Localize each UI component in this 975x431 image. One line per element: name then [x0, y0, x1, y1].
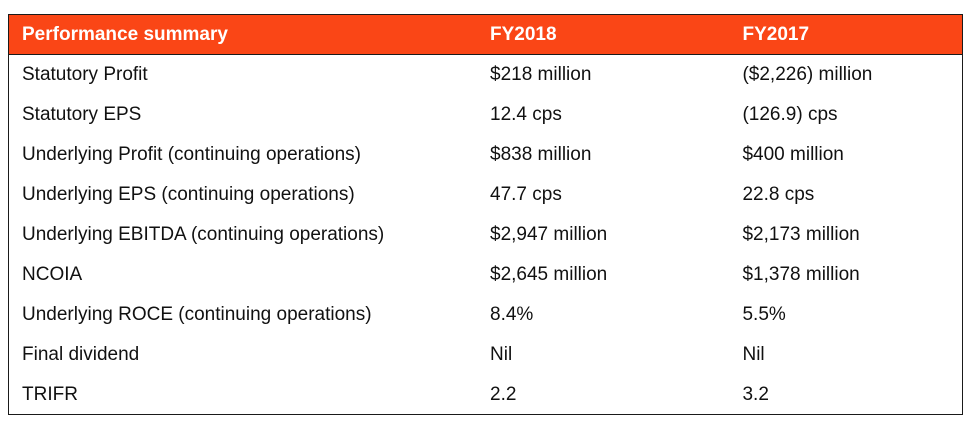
metric-label: Statutory EPS — [22, 104, 142, 125]
header-fy2017: FY2017 — [742, 23, 810, 45]
fy2018-value: $838 million — [490, 144, 592, 165]
fy2017-value: (126.9) cps — [742, 104, 838, 125]
fy2018-value: 12.4 cps — [490, 104, 562, 125]
fy2018-value: Nil — [490, 344, 513, 365]
fy2017-value: ($2,226) million — [742, 64, 873, 85]
table-row-final-dividend: Final dividend Nil Nil — [9, 335, 962, 375]
header-fy2018: FY2018 — [490, 23, 557, 45]
metric-label: Underlying EBITDA (continuing operations… — [22, 224, 385, 245]
table-header-row: Performance summary FY2018 FY2017 — [9, 15, 962, 55]
table-row-statutory-eps: Statutory EPS 12.4 cps (126.9) cps — [9, 95, 962, 135]
metric-label: NCOIA — [22, 264, 83, 285]
metric-label: Underlying ROCE (continuing operations) — [22, 304, 372, 325]
table-row-underlying-ebitda: Underlying EBITDA (continuing operations… — [9, 215, 962, 255]
performance-summary-table: Performance summary FY2018 FY2017 Statut… — [8, 14, 963, 415]
metric-label: Statutory Profit — [22, 64, 148, 85]
fy2018-value: 8.4% — [490, 304, 534, 325]
table-body: Statutory Profit $218 million ($2,226) m… — [9, 55, 962, 414]
metric-label: Final dividend — [22, 344, 140, 365]
fy2017-value: Nil — [742, 344, 765, 365]
fy2017-value: $400 million — [742, 144, 844, 165]
fy2017-value: 5.5% — [742, 304, 786, 325]
table-row-underlying-eps: Underlying EPS (continuing operations) 4… — [9, 175, 962, 215]
table-row-underlying-profit: Underlying Profit (continuing operations… — [9, 135, 962, 175]
table-row-underlying-roce: Underlying ROCE (continuing operations) … — [9, 295, 962, 335]
metric-label: Underlying Profit (continuing operations… — [22, 144, 362, 165]
fy2018-value: 2.2 — [490, 384, 517, 405]
metric-label: TRIFR — [22, 384, 78, 405]
table-row-ncoia: NCOIA $2,645 million $1,378 million — [9, 255, 962, 295]
fy2018-value: 47.7 cps — [490, 184, 562, 205]
fy2017-value: 3.2 — [742, 384, 769, 405]
header-performance-summary: Performance summary — [22, 23, 228, 45]
fy2018-value: $2,947 million — [490, 224, 608, 245]
metric-label: Underlying EPS (continuing operations) — [22, 184, 355, 205]
fy2018-value: $218 million — [490, 64, 592, 85]
fy2017-value: $1,378 million — [742, 264, 860, 285]
fy2017-value: 22.8 cps — [742, 184, 815, 205]
table-row-trifr: TRIFR 2.2 3.2 — [9, 375, 962, 414]
fy2017-value: $2,173 million — [742, 224, 860, 245]
table-row-statutory-profit: Statutory Profit $218 million ($2,226) m… — [9, 55, 962, 95]
fy2018-value: $2,645 million — [490, 264, 608, 285]
